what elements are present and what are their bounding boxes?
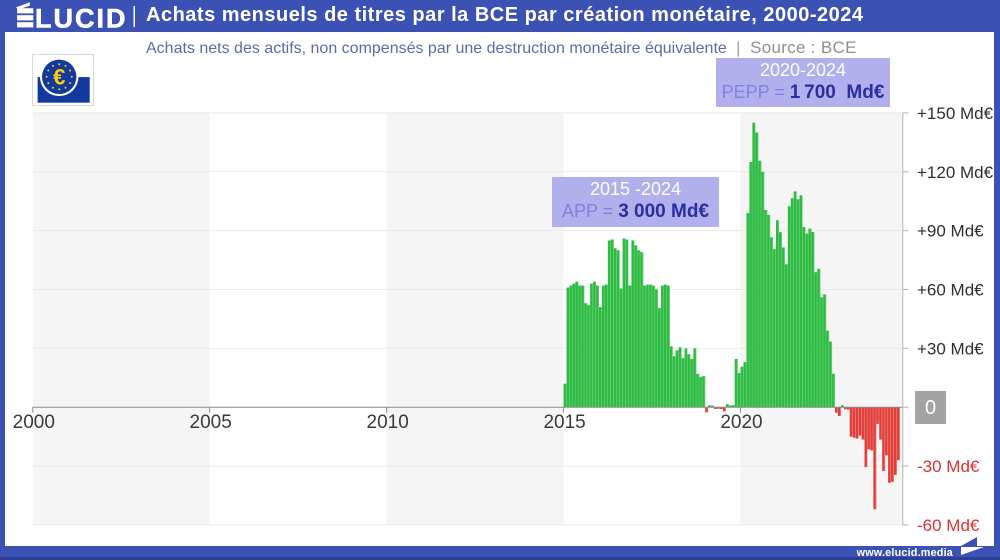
svg-text:+30 Md€: +30 Md€ [917,339,984,358]
svg-text:+60 Md€: +60 Md€ [917,281,984,300]
svg-text:2020: 2020 [720,412,762,433]
svg-text:2005: 2005 [190,412,232,433]
svg-text:0: 0 [925,397,936,419]
svg-text:+90 Md€: +90 Md€ [917,222,984,241]
svg-text:2010: 2010 [367,412,409,433]
svg-text:+150 Md€: +150 Md€ [917,104,994,123]
svg-text:€: € [53,65,65,90]
svg-text:+120 Md€: +120 Md€ [917,163,994,182]
svg-text:LUCID: LUCID [35,4,128,33]
svg-text:2015: 2015 [543,412,585,433]
svg-text:2000: 2000 [13,412,55,433]
svg-text:-60 Md€: -60 Md€ [917,516,980,535]
svg-text:-30 Md€: -30 Md€ [917,457,980,476]
